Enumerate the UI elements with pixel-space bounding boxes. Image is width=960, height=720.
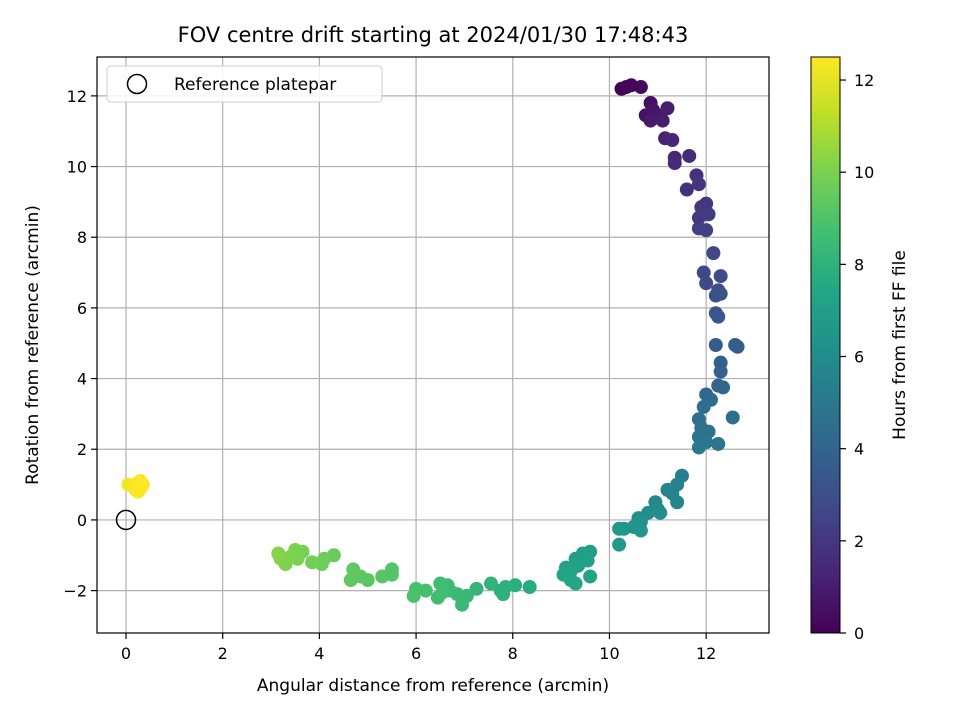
data-point xyxy=(682,148,697,163)
data-point xyxy=(725,410,740,425)
data-point xyxy=(406,588,421,603)
chart-title: FOV centre drift starting at 2024/01/30 … xyxy=(178,23,689,47)
data-point xyxy=(643,113,658,128)
y-axis-ticks: −2 0 2 4 6 8 10 12 xyxy=(63,87,97,601)
colorbar-tick-label: 10 xyxy=(854,163,874,182)
x-tick-label: 4 xyxy=(314,644,324,663)
data-point xyxy=(346,562,361,577)
colorbar-gradient xyxy=(810,56,841,634)
colorbar-tick-label: 12 xyxy=(854,71,874,90)
data-point xyxy=(691,440,706,455)
colorbar-tick-label: 4 xyxy=(854,440,864,459)
x-tick-label: 0 xyxy=(121,644,131,663)
colorbar-ticks: 0 2 4 6 8 10 12 xyxy=(840,71,874,643)
data-point xyxy=(455,597,470,612)
data-point xyxy=(699,196,714,211)
x-tick-label: 8 xyxy=(508,644,518,663)
colorbar-tick-label: 2 xyxy=(854,532,864,551)
x-axis-title: Angular distance from reference (arcmin) xyxy=(257,676,609,696)
data-point xyxy=(375,569,390,584)
legend: Reference platepar xyxy=(106,65,383,103)
data-point xyxy=(699,223,714,238)
data-point xyxy=(660,101,675,116)
data-point xyxy=(343,572,358,587)
data-point xyxy=(670,495,685,510)
data-point xyxy=(653,505,668,520)
plot-frame xyxy=(96,56,770,634)
data-point xyxy=(696,265,711,280)
data-point xyxy=(730,339,745,354)
data-point xyxy=(701,207,716,222)
x-tick-label: 2 xyxy=(218,644,228,663)
data-point xyxy=(711,309,726,324)
colorbar: 0 2 4 6 8 10 12 Hours from first FF file xyxy=(810,56,910,643)
y-tick-label: 6 xyxy=(77,299,87,318)
x-tick-label: 12 xyxy=(696,644,716,663)
legend-label: Reference platepar xyxy=(174,75,336,95)
data-point xyxy=(696,399,711,414)
data-point xyxy=(679,182,694,197)
data-point xyxy=(496,587,511,602)
legend-marker xyxy=(126,73,148,95)
data-point xyxy=(568,576,583,591)
data-point xyxy=(435,585,450,600)
y-tick-label: 12 xyxy=(67,87,87,106)
x-tick-label: 6 xyxy=(411,644,421,663)
data-point xyxy=(612,521,627,536)
data-point xyxy=(655,113,670,128)
data-point xyxy=(716,380,731,395)
data-point xyxy=(665,133,680,148)
y-tick-label: −2 xyxy=(63,582,87,601)
data-point xyxy=(713,269,728,284)
colorbar-title: Hours from first FF file xyxy=(890,250,910,440)
data-point xyxy=(135,477,150,492)
data-point xyxy=(713,364,728,379)
data-point xyxy=(583,569,598,584)
y-tick-label: 10 xyxy=(67,158,87,177)
data-point xyxy=(667,156,682,171)
y-tick-label: 2 xyxy=(77,440,87,459)
x-axis-ticks: 0 2 4 6 8 10 12 xyxy=(121,633,716,663)
data-point xyxy=(713,286,728,301)
x-tick-label: 10 xyxy=(599,644,619,663)
data-point xyxy=(691,177,706,192)
data-point xyxy=(706,246,721,261)
colorbar-tick-label: 8 xyxy=(854,255,864,274)
reference-point xyxy=(115,509,137,531)
y-tick-label: 4 xyxy=(77,370,87,389)
colorbar-tick-label: 0 xyxy=(854,624,864,643)
data-point xyxy=(633,80,648,95)
colorbar-tick-label: 6 xyxy=(854,348,864,367)
data-point xyxy=(305,555,320,570)
y-tick-label: 8 xyxy=(77,228,87,247)
data-point xyxy=(633,523,648,538)
data-point xyxy=(711,436,726,451)
data-point xyxy=(271,546,286,561)
data-point xyxy=(522,580,537,595)
legend-box xyxy=(106,65,383,103)
data-point xyxy=(484,576,499,591)
y-tick-label: 0 xyxy=(77,511,87,530)
data-point xyxy=(469,581,484,596)
data-points xyxy=(121,78,745,612)
y-axis-title: Rotation from reference (arcmin) xyxy=(23,205,43,485)
grid-lines xyxy=(97,57,769,633)
data-point xyxy=(708,338,723,352)
data-point xyxy=(612,537,627,552)
data-point xyxy=(699,276,714,291)
